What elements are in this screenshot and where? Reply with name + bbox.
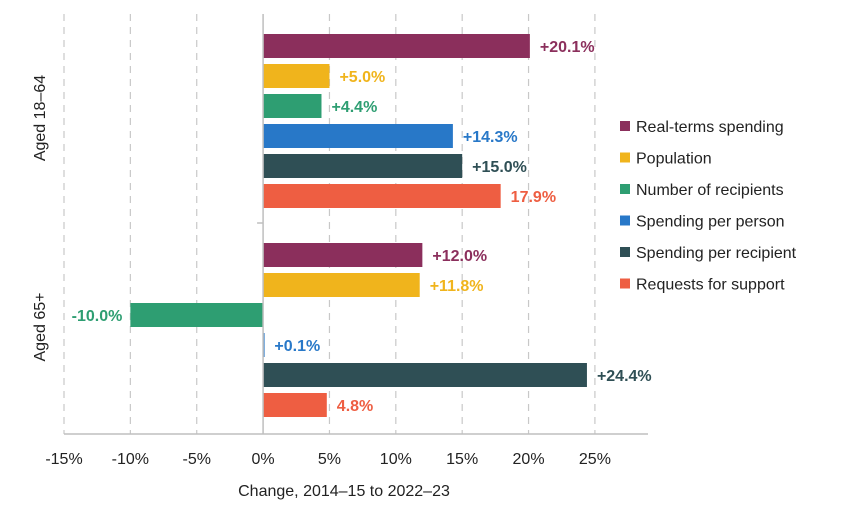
- x-tick-label: -10%: [112, 451, 149, 468]
- legend-label-population: Population: [636, 151, 712, 168]
- bar-spending-per-person-aged-18-64: [263, 124, 453, 148]
- x-tick-label: 10%: [380, 451, 412, 468]
- bar-real-terms-spending-aged-18-64: [263, 34, 530, 58]
- legend-swatch-number-of-recipients: [620, 184, 630, 194]
- axes: -15% -10% -5% 0% 5% 10% 15% 20% 25% Aged 18–64 Age…: [32, 14, 648, 468]
- data-label-real-terms-spending: +20.1%: [540, 39, 595, 56]
- data-label-spending-per-recipient: +24.4%: [597, 368, 652, 385]
- data-label-population: +5.0%: [339, 69, 385, 86]
- data-label-requests-for-support: 17.9%: [511, 189, 556, 206]
- data-label-requests-for-support: 4.8%: [337, 398, 373, 415]
- bar-spending-per-recipient-aged-65: [263, 363, 587, 387]
- legend-swatch-requests-for-support: [620, 278, 630, 289]
- x-tick-label: 20%: [513, 451, 545, 468]
- bars: [130, 34, 587, 417]
- data-label-spending-per-recipient: +15.0%: [472, 159, 527, 176]
- bar-real-terms-spending-aged-65: [263, 243, 423, 267]
- x-tick-label: 0%: [252, 451, 275, 468]
- legend-swatch-population: [620, 152, 630, 163]
- bar-population-aged-65: [263, 273, 420, 297]
- bar-number-of-recipients-aged-18-64: [263, 94, 322, 118]
- group-label-aged-65: Aged 65+: [32, 293, 49, 362]
- data-label-spending-per-person: +0.1%: [274, 338, 320, 355]
- group-label-aged-18-64: Aged 18–64: [32, 75, 49, 161]
- data-label-number-of-recipients: -10.0%: [72, 308, 123, 325]
- legend-label-spending-per-person: Spending per person: [636, 214, 785, 231]
- legend: Real-terms spending Population Number of r…: [620, 119, 797, 294]
- legend-label-requests-for-support: Requests for support: [636, 277, 785, 294]
- legend-swatch-real-terms-spending: [620, 121, 630, 131]
- data-labels: +20.1% +12.0% +5.0% +11.8% +4.4% -10.0% +14.3%…: [72, 39, 652, 415]
- x-axis-title: Change, 2014–15 to 2022–23: [238, 483, 450, 500]
- x-tick-label: 5%: [318, 451, 341, 468]
- data-label-spending-per-person: +14.3%: [463, 129, 518, 146]
- data-label-number-of-recipients: +4.4%: [331, 99, 377, 116]
- bar-requests-for-support-aged-18-64: [263, 184, 501, 208]
- legend-label-number-of-recipients: Number of recipients: [636, 182, 784, 199]
- legend-swatch-spending-per-person: [620, 215, 630, 226]
- bar-population-aged-18-64: [263, 64, 330, 88]
- x-tick-label: -15%: [45, 451, 82, 468]
- bar-number-of-recipients-aged-65: [130, 303, 264, 327]
- bar-spending-per-recipient-aged-18-64: [263, 154, 463, 178]
- legend-swatch-spending-per-recipient: [620, 247, 630, 257]
- legend-label-real-terms-spending: Real-terms spending: [636, 119, 784, 136]
- bar-requests-for-support-aged-65: [263, 393, 327, 417]
- x-tick-label: 15%: [446, 451, 478, 468]
- legend-label-spending-per-recipient: Spending per recipient: [636, 245, 797, 262]
- data-label-real-terms-spending: +12.0%: [432, 248, 487, 265]
- x-tick-label: -5%: [183, 451, 211, 468]
- data-label-population: +11.8%: [430, 278, 484, 295]
- x-tick-label: 25%: [579, 451, 611, 468]
